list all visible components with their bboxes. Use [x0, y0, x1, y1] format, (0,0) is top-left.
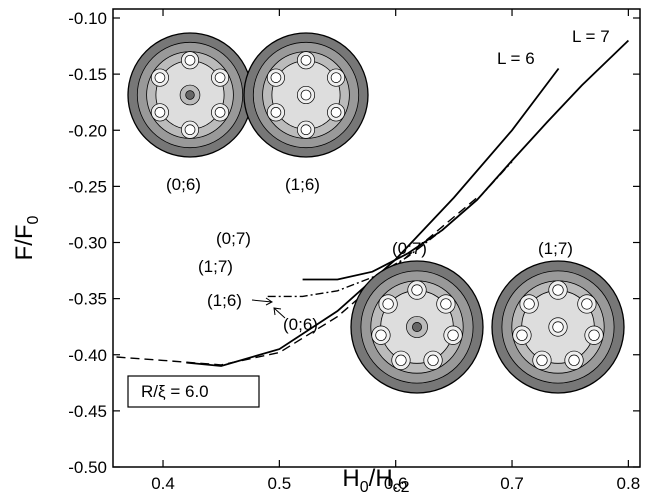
inset-vortex	[516, 329, 528, 341]
inset-vortex	[536, 354, 548, 366]
plot-frame	[112, 8, 641, 468]
y-tick-label: -0.45	[68, 402, 107, 421]
x-tick-label: 0.6	[384, 474, 408, 493]
inset-vortex	[154, 72, 166, 83]
series-label: (0;7)	[216, 229, 251, 248]
series-line	[116, 197, 478, 366]
y-axis-label: F/F0	[11, 215, 42, 260]
inset-vortex	[184, 54, 196, 66]
inset-vortex	[581, 298, 593, 310]
inset-vortex	[270, 107, 282, 118]
y-tick-label: -0.40	[68, 346, 107, 365]
inset-vortex	[214, 72, 226, 83]
annotation: (0;6)	[166, 175, 201, 194]
annotation: R/ξ = 6.0	[141, 382, 209, 401]
y-tick-label: -0.35	[68, 290, 107, 309]
x-tick-label: 0.7	[500, 474, 524, 493]
inset-vortex	[568, 354, 580, 366]
y-tick-label: -0.50	[68, 458, 107, 477]
annotation-box	[127, 375, 260, 408]
y-tick-label: -0.25	[68, 177, 107, 196]
inset-core	[552, 321, 564, 333]
y-tick-label: -0.15	[68, 65, 107, 84]
inset-core	[412, 322, 422, 332]
inset-vortex	[395, 354, 407, 366]
x-tick-label: 0.4	[151, 474, 175, 493]
annotation: (1;7)	[538, 239, 573, 258]
arrow	[273, 307, 286, 319]
inset-vortex	[154, 107, 166, 118]
series-label: (0;6)	[283, 315, 318, 334]
vortex-inset	[243, 32, 369, 158]
arrow	[251, 297, 273, 306]
inset-vortex	[330, 107, 342, 118]
x-tick-label: 0.8	[617, 474, 641, 493]
inset-vortex	[184, 124, 196, 136]
annotation: L = 7	[572, 27, 610, 46]
x-tick-label: 0.5	[268, 474, 292, 493]
y-tick-label: -0.20	[68, 121, 107, 140]
inset-vortex	[411, 284, 423, 296]
inset-vortex	[375, 329, 387, 341]
inset-vortex	[382, 298, 394, 310]
vortex-inset	[491, 260, 625, 394]
y-tick-label: -0.30	[68, 234, 107, 253]
annotation: L = 6	[497, 49, 535, 68]
inset-vortex	[588, 329, 600, 341]
x-label-part: H	[342, 465, 359, 492]
inset-vortex	[552, 284, 564, 296]
inset-vortex	[330, 72, 342, 83]
inset-vortex	[440, 298, 452, 310]
annotation: (0;7)	[392, 239, 427, 258]
x-label-sub: 0	[360, 479, 369, 495]
inset-vortex	[214, 107, 226, 118]
vortex-inset	[350, 260, 484, 394]
series-label: (1;7)	[198, 257, 233, 276]
annotation: (1;6)	[285, 175, 320, 194]
series-line	[267, 161, 513, 298]
inset-vortex	[523, 298, 535, 310]
inset-core	[185, 90, 195, 100]
inset-vortex	[427, 354, 439, 366]
inset-core	[300, 89, 312, 101]
x-axis-label: H0/Hc2	[342, 465, 409, 495]
vortex-inset	[127, 32, 253, 158]
y-label-sub: 0	[25, 215, 42, 224]
y-tick-label: -0.10	[68, 9, 107, 28]
inset-vortex	[270, 72, 282, 83]
x-label-sub: c2	[393, 479, 410, 495]
y-label-part: F/F	[11, 224, 38, 260]
inset-vortex	[300, 54, 312, 66]
series-label: (1;6)	[207, 291, 242, 310]
inset-vortex	[447, 329, 459, 341]
x-label-part: /H	[369, 465, 393, 492]
inset-vortex	[300, 124, 312, 136]
